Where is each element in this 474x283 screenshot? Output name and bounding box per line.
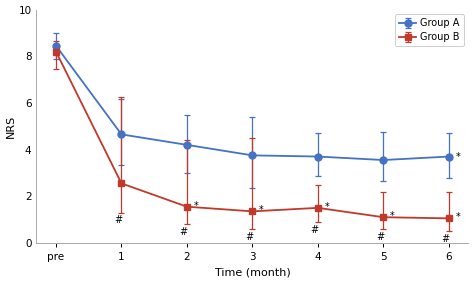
Text: *: * bbox=[390, 211, 395, 221]
Text: #: # bbox=[310, 225, 319, 235]
Text: #: # bbox=[180, 227, 188, 237]
Y-axis label: NRS: NRS bbox=[6, 115, 16, 138]
Text: *: * bbox=[456, 212, 460, 222]
Text: *: * bbox=[456, 151, 460, 162]
Text: #: # bbox=[245, 232, 253, 242]
Text: #: # bbox=[114, 215, 122, 225]
Text: *: * bbox=[193, 201, 198, 211]
Legend: Group A, Group B: Group A, Group B bbox=[395, 14, 464, 46]
Text: *: * bbox=[324, 202, 329, 212]
X-axis label: Time (month): Time (month) bbox=[215, 267, 290, 277]
Text: #: # bbox=[376, 232, 384, 242]
Text: #: # bbox=[441, 234, 450, 244]
Text: *: * bbox=[259, 205, 264, 215]
